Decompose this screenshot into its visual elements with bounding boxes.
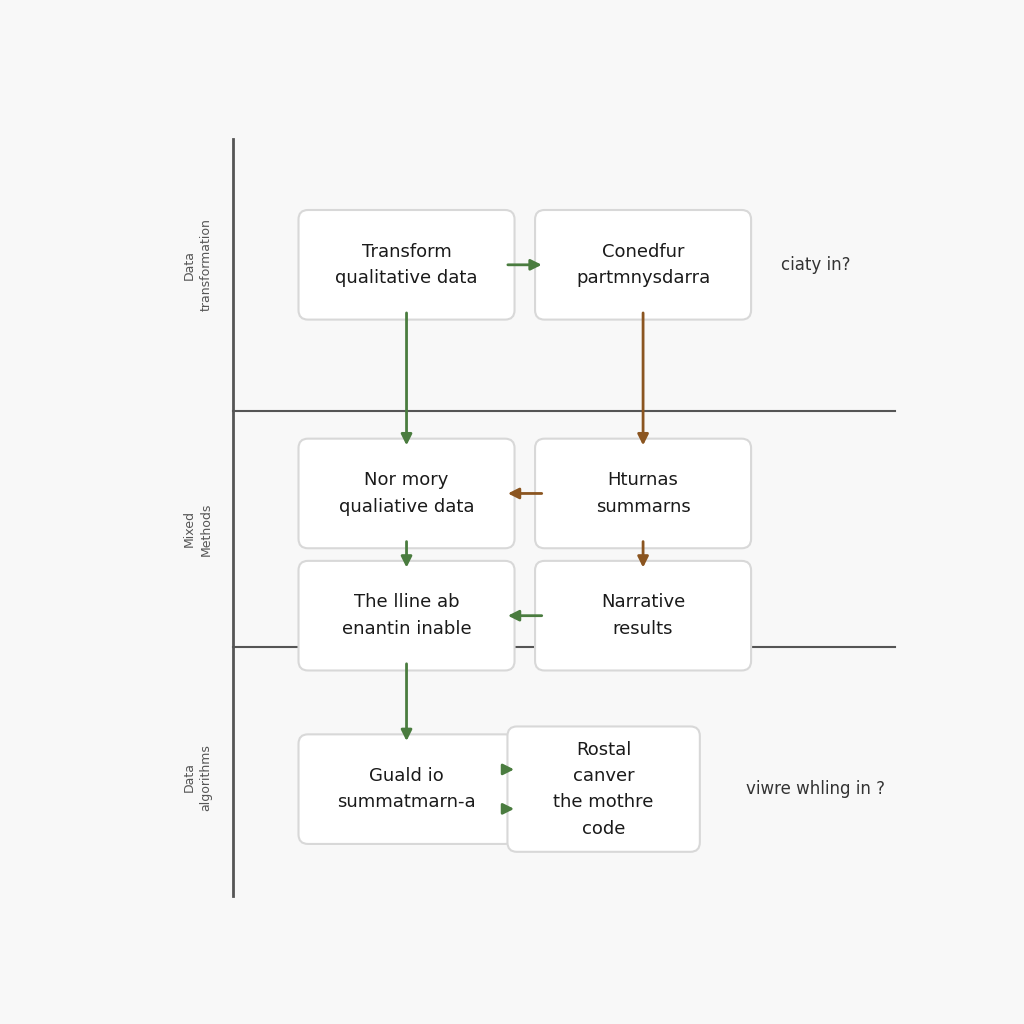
Text: Rostal
canver
the mothre
code: Rostal canver the mothre code bbox=[553, 740, 654, 838]
FancyBboxPatch shape bbox=[299, 210, 514, 319]
FancyBboxPatch shape bbox=[508, 726, 699, 852]
Text: Nor mory
qualiative data: Nor mory qualiative data bbox=[339, 471, 474, 516]
Text: ciaty in?: ciaty in? bbox=[781, 256, 851, 273]
FancyBboxPatch shape bbox=[299, 734, 514, 844]
Text: Transform
qualitative data: Transform qualitative data bbox=[335, 243, 478, 287]
Text: The lline ab
enantin inable: The lline ab enantin inable bbox=[342, 594, 471, 638]
Text: viwre whling in ?: viwre whling in ? bbox=[745, 780, 885, 798]
Text: Hturnas
summarns: Hturnas summarns bbox=[596, 471, 690, 516]
FancyBboxPatch shape bbox=[299, 438, 514, 548]
Text: Data
algorithms: Data algorithms bbox=[182, 743, 213, 811]
Text: Guald io
summatmarn-a: Guald io summatmarn-a bbox=[337, 767, 476, 811]
Text: Narrative
results: Narrative results bbox=[601, 594, 685, 638]
FancyBboxPatch shape bbox=[536, 561, 751, 671]
FancyBboxPatch shape bbox=[299, 561, 514, 671]
Text: Data
transformation: Data transformation bbox=[182, 218, 213, 311]
Text: Mixed
Methods: Mixed Methods bbox=[182, 502, 213, 556]
FancyBboxPatch shape bbox=[536, 210, 751, 319]
Text: Conedfur
partmnysdarra: Conedfur partmnysdarra bbox=[575, 243, 711, 287]
FancyBboxPatch shape bbox=[536, 438, 751, 548]
